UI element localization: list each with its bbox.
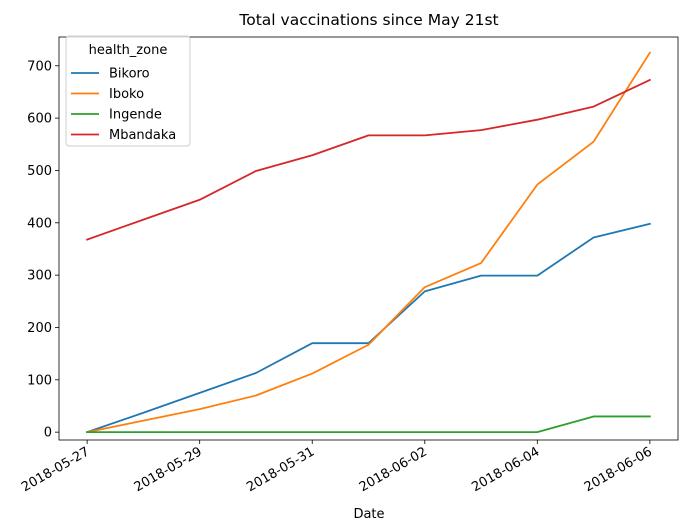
x-axis: 2018-05-27 2018-05-29 2018-05-31 2018-06-02… xyxy=(19,440,655,495)
legend-box xyxy=(65,35,191,147)
series-group xyxy=(85,51,652,434)
legend-title: health_zone xyxy=(89,43,168,58)
y-tick-label: 300 xyxy=(27,269,52,284)
series-line-ingende xyxy=(86,415,651,434)
plot-area xyxy=(58,36,679,441)
series-line-bikoro xyxy=(85,222,651,434)
y-tick-label: 100 xyxy=(27,373,52,388)
plot-frame xyxy=(58,36,679,441)
x-tick-label: 2018-06-04 xyxy=(469,444,542,495)
y-tick-label: 500 xyxy=(27,164,52,179)
x-tick-label: 2018-06-02 xyxy=(357,444,430,495)
y-tick-label: 700 xyxy=(27,59,52,74)
x-tick-label: 2018-05-27 xyxy=(19,444,92,495)
y-axis: 0 100 200 300 400 500 600 700 xyxy=(27,59,59,441)
x-tick-label: 2018-05-31 xyxy=(244,444,317,495)
legend: health_zone Bikoro Iboko Ingende Mbandaka xyxy=(65,35,191,147)
y-tick-label: 600 xyxy=(27,112,52,127)
y-tick-label: 200 xyxy=(27,321,52,336)
x-tick-label: 2018-05-29 xyxy=(132,444,205,495)
legend-entry-mbandaka: Mbandaka xyxy=(109,128,176,143)
y-tick-label: 400 xyxy=(27,216,52,231)
legend-entry-ingende: Ingende xyxy=(109,108,162,123)
x-axis-label: Date xyxy=(353,507,384,522)
x-tick-label: 2018-06-06 xyxy=(582,444,655,495)
chart-title: Total vaccinations since May 21st xyxy=(238,11,498,29)
y-tick-label: 0 xyxy=(44,426,52,441)
series-line-mbandaka xyxy=(85,78,652,241)
series-line-iboko xyxy=(86,51,652,434)
legend-entry-iboko: Iboko xyxy=(109,87,144,102)
legend-entry-bikoro: Bikoro xyxy=(109,67,150,82)
